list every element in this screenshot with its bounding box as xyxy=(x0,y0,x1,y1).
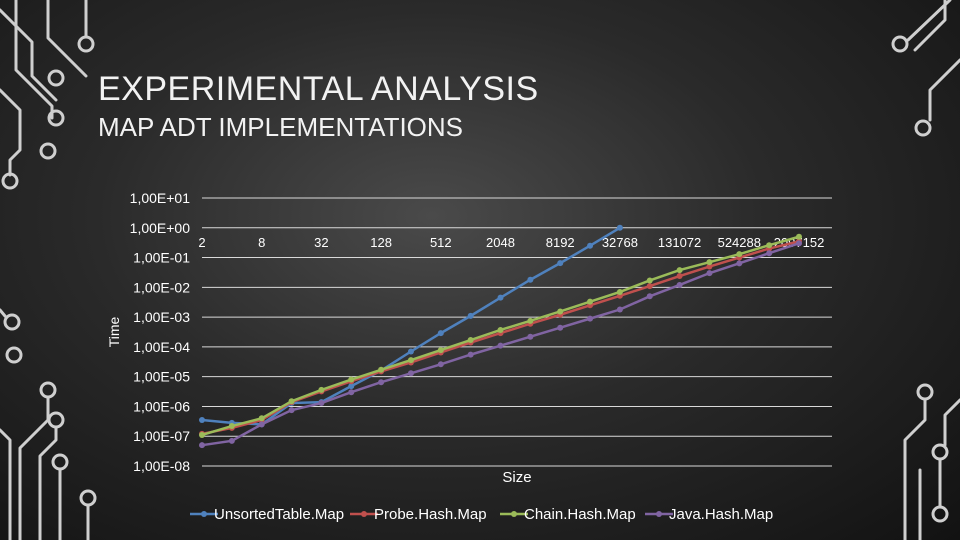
x-tick-label: 128 xyxy=(370,235,392,250)
legend-marker xyxy=(361,511,367,517)
gridlines xyxy=(202,197,832,467)
x-tick-label: 2048 xyxy=(486,235,515,250)
data-point xyxy=(467,312,474,319)
y-tick-label: 1,00E+00 xyxy=(130,220,191,236)
y-tick-label: 1,00E-08 xyxy=(133,458,190,474)
y-tick-label: 1,00E-01 xyxy=(133,250,190,266)
data-point xyxy=(527,317,534,324)
x-tick-label: 32 xyxy=(314,235,328,250)
data-point xyxy=(437,361,444,368)
data-point xyxy=(527,276,534,283)
data-point xyxy=(228,423,235,430)
y-axis-label: Time xyxy=(106,316,122,347)
data-point xyxy=(706,259,713,266)
y-tick-label: 1,00E-07 xyxy=(133,428,190,444)
data-point xyxy=(557,324,564,331)
data-point xyxy=(796,233,802,240)
data-point xyxy=(646,277,653,284)
data-point xyxy=(407,348,414,355)
data-point xyxy=(676,267,683,274)
legend-label: Java.Hash.Map xyxy=(669,506,773,523)
data-point xyxy=(646,283,653,290)
data-point xyxy=(407,370,414,377)
data-point xyxy=(437,330,444,337)
data-point xyxy=(467,351,474,358)
data-point xyxy=(348,376,355,383)
data-point xyxy=(587,242,594,249)
data-point xyxy=(497,294,504,301)
y-tick-label: 1,00E-05 xyxy=(133,369,190,385)
data-point xyxy=(288,398,295,405)
y-tick-label: 1,00E-03 xyxy=(133,309,190,325)
x-axis-tick-labels: 2832128512204881923276813107252428820971… xyxy=(198,235,824,250)
data-point xyxy=(616,306,623,313)
data-point xyxy=(676,281,683,288)
y-tick-label: 1,00E-06 xyxy=(133,398,190,414)
data-point xyxy=(199,431,205,438)
data-point xyxy=(199,417,205,424)
legend-marker xyxy=(656,511,662,517)
y-tick-label: 1,00E+01 xyxy=(130,190,191,206)
y-tick-label: 1,00E-04 xyxy=(133,339,190,355)
data-point xyxy=(527,333,534,340)
data-point xyxy=(258,415,265,422)
data-point xyxy=(258,421,265,428)
data-point xyxy=(766,250,773,257)
data-point xyxy=(587,298,594,305)
data-point xyxy=(766,242,773,249)
data-point xyxy=(736,251,743,258)
legend-marker xyxy=(201,511,207,517)
data-point xyxy=(497,342,504,349)
legend-label: Probe.Hash.Map xyxy=(374,506,487,523)
data-point xyxy=(646,293,653,300)
data-point xyxy=(557,308,564,315)
data-point xyxy=(437,347,444,354)
data-point xyxy=(676,273,683,280)
data-point xyxy=(557,260,564,267)
legend-marker xyxy=(511,511,517,517)
data-point xyxy=(736,260,743,267)
data-point xyxy=(706,270,713,277)
data-point xyxy=(616,288,623,295)
data-point xyxy=(796,240,802,247)
data-point xyxy=(407,357,414,364)
data-point xyxy=(199,442,205,449)
data-point xyxy=(497,326,504,333)
slide-title: EXPERIMENTAL ANALYSIS xyxy=(98,70,539,108)
x-tick-label: 8192 xyxy=(546,235,575,250)
chart-legend: UnsortedTable.Map Probe.Hash.Map Chain.Has… xyxy=(190,506,773,523)
x-tick-label: 512 xyxy=(430,235,452,250)
y-axis-tick-labels: 1,00E+01 1,00E+00 1,00E-01 1,00E-02 1,00E-03… xyxy=(130,190,191,474)
data-point xyxy=(706,263,713,270)
slide-subtitle: MAP ADT IMPLEMENTATIONS xyxy=(98,112,464,142)
series-lines xyxy=(199,224,802,449)
data-point xyxy=(378,379,385,386)
data-point xyxy=(228,437,235,444)
data-point xyxy=(348,389,355,396)
data-point xyxy=(288,407,295,414)
data-point xyxy=(318,400,325,407)
data-point xyxy=(587,315,594,322)
data-point xyxy=(318,386,325,393)
data-point xyxy=(616,224,623,231)
x-tick-label: 2 xyxy=(198,235,205,250)
data-point xyxy=(378,366,385,373)
data-point xyxy=(348,383,355,390)
legend-label: Chain.Hash.Map xyxy=(524,506,636,523)
x-tick-label: 131072 xyxy=(658,235,701,250)
x-axis-label: Size xyxy=(502,469,531,486)
data-point xyxy=(467,337,474,344)
x-tick-label: 32768 xyxy=(602,235,638,250)
legend-label: UnsortedTable.Map xyxy=(214,506,344,523)
x-tick-label: 524288 xyxy=(718,235,761,250)
x-tick-label: 8 xyxy=(258,235,265,250)
y-tick-label: 1,00E-02 xyxy=(133,279,190,295)
